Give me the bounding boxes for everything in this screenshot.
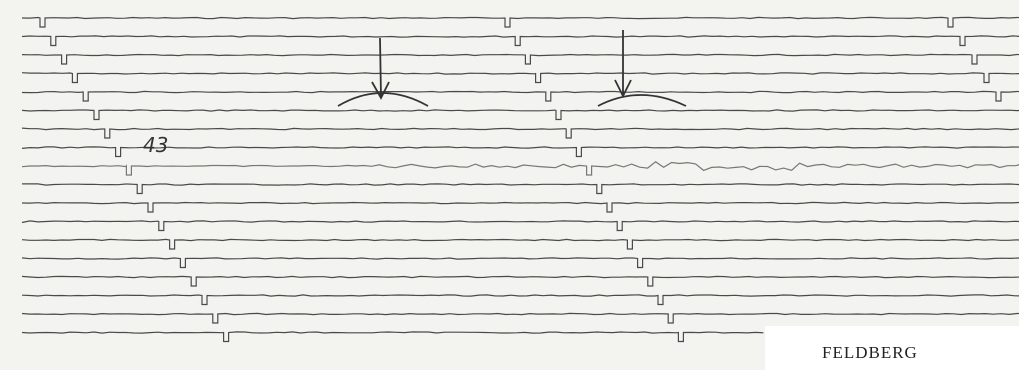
- caption-box: [765, 326, 1019, 370]
- trace: [21, 35, 1019, 47]
- trace: [21, 72, 1019, 84]
- trace: [21, 161, 1019, 176]
- trace: [21, 146, 1019, 158]
- trace: [21, 331, 764, 343]
- trace: [21, 53, 1019, 65]
- annotation: 43: [143, 133, 168, 157]
- trace: [21, 294, 1019, 306]
- trace: [21, 257, 1019, 269]
- trace: [21, 220, 1019, 232]
- trace: [21, 127, 1019, 139]
- trace: [21, 275, 1019, 287]
- trace: [21, 312, 1019, 324]
- trace: [21, 238, 1019, 250]
- trace: [21, 90, 1019, 102]
- trace: [21, 201, 1019, 213]
- markers: [337, 30, 687, 107]
- traces: [21, 16, 1019, 343]
- caption: FELDBERG: [822, 343, 918, 362]
- trace: [22, 183, 1019, 195]
- arc: [337, 92, 429, 107]
- trace: [21, 16, 1019, 28]
- arc: [597, 94, 687, 107]
- arrow: [371, 37, 390, 100]
- trace: [21, 109, 1019, 121]
